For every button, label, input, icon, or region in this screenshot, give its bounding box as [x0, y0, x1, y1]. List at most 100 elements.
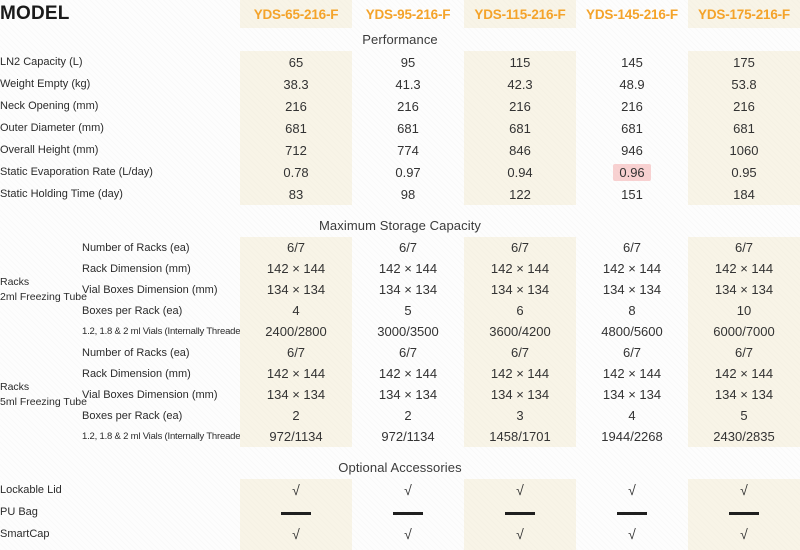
- storage-banner-row: Maximum Storage Capacity: [0, 214, 800, 237]
- row-label: Rack Dimension (mm): [82, 262, 191, 275]
- check-icon: √: [628, 525, 636, 542]
- table-row: 1.2, 1.8 & 2 ml Vials (Internally Thread…: [0, 321, 800, 342]
- row-label: 1.2, 1.8 & 2 ml Vials (Internally Thread…: [82, 431, 241, 442]
- cell-value: 5: [688, 405, 800, 426]
- cell-value: [688, 501, 800, 523]
- cell-value: 38.3: [240, 73, 353, 95]
- section-gap-cell: [0, 205, 800, 214]
- table-row: Vial Boxes Dimension (mm) 134 × 134 134 × …: [0, 384, 800, 405]
- cell-value: 216: [688, 95, 800, 117]
- cell-value: 2400/2800: [240, 321, 353, 342]
- cell-value: 142 × 144: [688, 363, 800, 384]
- row-label: Lockable Lid: [0, 484, 62, 496]
- row-label: Static Holding Time (day): [0, 188, 123, 200]
- model-header-2: YDS-95-216-F: [365, 6, 451, 22]
- table-row: Boxes per Rack (ea) 4 5 6 8 10: [0, 300, 800, 321]
- table-row: Boxes per Rack (ea) 2 2 3 4 5: [0, 405, 800, 426]
- cell-value: 134 × 134: [464, 279, 577, 300]
- cell-value: √: [688, 545, 800, 550]
- cell-value: 6/7: [688, 237, 800, 258]
- check-icon: √: [740, 481, 748, 498]
- cell-value: √: [464, 479, 577, 501]
- cell-value: 145: [621, 54, 643, 70]
- cell-value: 216: [397, 98, 419, 114]
- cell-value: 216: [240, 95, 353, 117]
- cell-value: 6/7: [240, 237, 353, 258]
- cell-value: √: [576, 545, 688, 550]
- dash-icon: [729, 511, 760, 515]
- dash-icon: [281, 511, 312, 515]
- cell-value: 6: [464, 300, 577, 321]
- cell-value: √: [464, 545, 577, 550]
- cell-value: 6/7: [688, 342, 800, 363]
- cell-value: 4: [240, 300, 353, 321]
- check-icon: √: [516, 525, 524, 542]
- cell-value: 134 × 134: [240, 279, 353, 300]
- cell-value: [464, 501, 577, 523]
- check-icon: √: [628, 481, 636, 498]
- cell-value: 0.97: [395, 164, 421, 180]
- row-label: Number of Racks (ea): [82, 346, 190, 359]
- cell-value: 3000/3500: [377, 324, 439, 339]
- table-row: Outer Diameter (mm) 681 681 681 681 681: [0, 117, 800, 139]
- check-icon: √: [292, 548, 300, 550]
- row-label: Vial Boxes Dimension (mm): [82, 388, 218, 401]
- cell-value: 122: [464, 183, 577, 205]
- model-header-1: YDS-65-216-F: [240, 0, 353, 28]
- table-row: Lockable Lid √ √ √ √ √: [0, 479, 800, 501]
- cell-value: 184: [688, 183, 800, 205]
- cell-value: 53.8: [688, 73, 800, 95]
- row-label: LN2 Capacity (L): [0, 56, 83, 68]
- cell-value: 681: [464, 117, 577, 139]
- row-label: SmartCap: [0, 528, 50, 540]
- row-group-label: Racks 2ml Freezing Tube: [0, 237, 87, 342]
- cell-value: 134 × 134: [602, 282, 662, 297]
- table-row: Racks 2ml Freezing Tube Number of Racks (e…: [0, 237, 800, 303]
- cell-value: 946: [621, 142, 643, 158]
- cell-value: √: [352, 523, 464, 545]
- check-icon: √: [404, 548, 412, 550]
- row-label: Weight Empty (kg): [0, 78, 91, 90]
- cell-value: 142 × 144: [464, 258, 577, 279]
- cell-value: 0.94: [464, 161, 577, 183]
- dash-icon: [393, 511, 424, 515]
- cell-value: 6/7: [464, 342, 577, 363]
- cell-value: 142 × 144: [688, 258, 800, 279]
- cell-value: 1060: [688, 139, 800, 161]
- performance-banner: Performance: [362, 32, 438, 47]
- cell-value: 2: [240, 405, 353, 426]
- dash-icon: [505, 511, 536, 515]
- section-gap: [0, 447, 800, 456]
- cell-value: 4800/5600: [601, 324, 663, 339]
- row-group-label-line1: Racks: [0, 380, 30, 393]
- check-icon: √: [292, 481, 300, 498]
- cell-value: 216: [621, 98, 643, 114]
- check-icon: √: [628, 548, 636, 550]
- table-row: Rack Dimension (mm) 142 × 144 142 × 144 142…: [0, 258, 800, 279]
- row-group-label-line2: 5ml Freezing Tube: [0, 395, 87, 408]
- cell-value: 48.9: [619, 76, 645, 92]
- cell-value: 142 × 144: [378, 261, 438, 276]
- cell-value: 972/1134: [381, 429, 435, 444]
- cell-value: 3600/4200: [464, 321, 577, 342]
- cell-value: 142 × 144: [602, 261, 662, 276]
- cell-value: 3: [464, 405, 577, 426]
- cell-value: 6/7: [464, 237, 577, 258]
- performance-banner-row: Performance: [0, 28, 800, 51]
- cell-value: 134 × 134: [464, 384, 577, 405]
- table-row: LN2 Capacity (L) 65 95 115 145 175: [0, 51, 800, 73]
- cell-value: 134 × 134: [688, 279, 800, 300]
- check-icon: √: [516, 481, 524, 498]
- row-group-label-line2: 2ml Freezing Tube: [0, 290, 87, 303]
- cell-value: 134 × 134: [240, 384, 353, 405]
- cell-value: 134 × 134: [378, 282, 438, 297]
- check-icon: √: [292, 525, 300, 542]
- cell-value: √: [240, 479, 353, 501]
- row-label: PU Bag: [0, 506, 38, 518]
- accessories-banner: Optional Accessories: [338, 460, 462, 475]
- cell-value: √: [464, 523, 577, 545]
- cell-value: 2430/2835: [688, 426, 800, 447]
- cell-value: √: [576, 523, 688, 545]
- check-icon: √: [404, 525, 412, 542]
